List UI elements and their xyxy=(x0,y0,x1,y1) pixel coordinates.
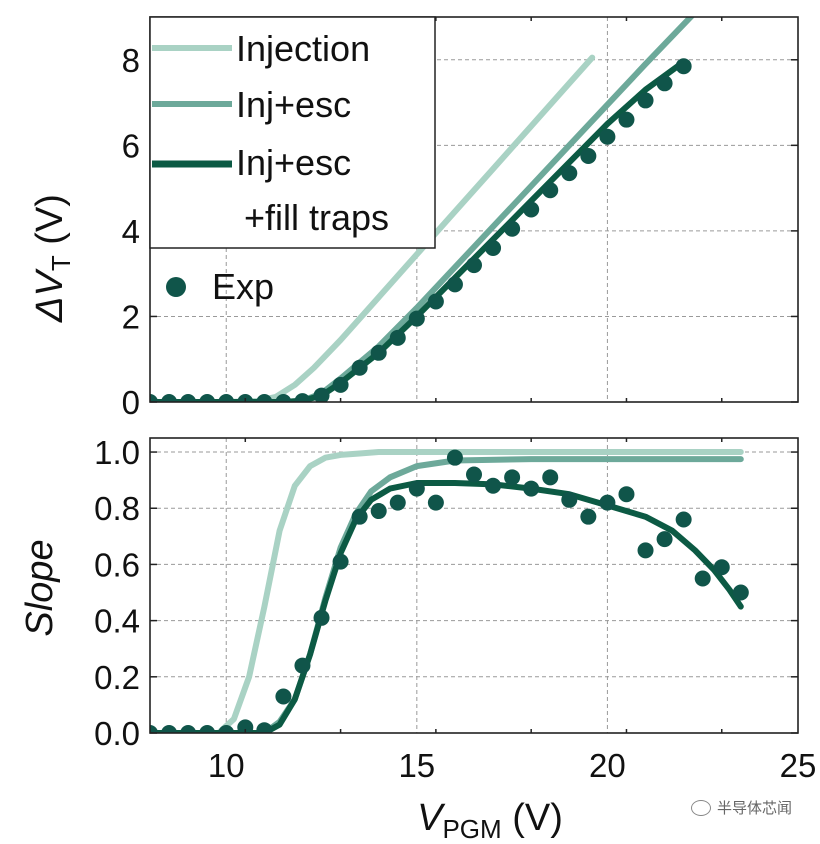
top-exp-point xyxy=(675,58,692,75)
bottom-series-line-2 xyxy=(150,456,744,733)
bottom-exp-point xyxy=(504,469,521,486)
top-exp-point xyxy=(580,148,597,165)
top-exp-point xyxy=(408,310,425,327)
legend-label-fill-traps-line2: +fill traps xyxy=(244,197,389,238)
bottom-exp-point xyxy=(713,559,730,576)
bottom-exp-point xyxy=(370,503,387,520)
bottom-exp-point xyxy=(389,494,406,511)
top-exp-point xyxy=(351,359,368,376)
bottom-y-tick-label: 0.8 xyxy=(94,490,140,527)
top-exp-point xyxy=(256,394,273,402)
bottom-exp-point xyxy=(332,553,349,570)
bottom-series-line-1 xyxy=(150,449,744,733)
watermark: 半导体芯闻 xyxy=(690,797,792,818)
bottom-exp-point xyxy=(485,477,502,494)
top-exp-point xyxy=(656,75,673,92)
bottom-exp-point xyxy=(694,570,711,587)
bottom-exp-point xyxy=(637,542,654,559)
top-exp-point xyxy=(504,220,521,237)
bottom-panel: 0.0 0.2 0.4 0.6 0.8 1.0 10 15 20 25 xyxy=(94,434,816,784)
legend-label-inj-esc: Inj+esc xyxy=(236,84,351,125)
top-y-tick-label: 4 xyxy=(122,213,140,250)
bottom-y-tick-label: 0.2 xyxy=(94,659,140,696)
top-exp-point xyxy=(599,128,616,145)
legend-marker-exp xyxy=(166,277,186,297)
top-exp-point xyxy=(370,344,387,361)
bottom-exp-point xyxy=(446,449,463,466)
bottom-plot-frame xyxy=(149,437,799,734)
top-exp-point xyxy=(275,394,292,402)
top-exp-point xyxy=(294,393,311,402)
bottom-x-tick-label: 25 xyxy=(780,747,817,784)
bottom-exp-point xyxy=(408,480,425,497)
bottom-exp-point xyxy=(313,609,330,626)
top-exp-point xyxy=(618,111,635,128)
bottom-series-line-3 xyxy=(150,480,744,733)
top-exp-point xyxy=(542,182,559,199)
top-plot-area xyxy=(150,17,695,402)
bottom-exp-point xyxy=(427,494,444,511)
legend-label-exp: Exp xyxy=(212,266,274,307)
top-exp-point xyxy=(150,394,158,402)
x-axis-title: VPGM (V) xyxy=(417,797,563,844)
wechat-icon xyxy=(690,799,711,816)
bottom-exp-point xyxy=(180,725,197,733)
bottom-exp-point xyxy=(237,719,254,733)
bottom-exp-point xyxy=(351,508,368,525)
watermark-text: 半导体芯闻 xyxy=(716,799,792,817)
bottom-exp-point xyxy=(218,725,235,733)
bottom-exp-point xyxy=(199,725,216,733)
top-exp-point xyxy=(427,293,444,310)
legend-label-injection: Injection xyxy=(236,28,370,69)
top-exp-point xyxy=(446,276,463,293)
bottom-x-tick-label: 10 xyxy=(208,747,245,784)
bottom-exp-point xyxy=(561,491,578,508)
top-exp-point xyxy=(313,387,330,402)
top-exp-point xyxy=(637,92,654,109)
bottom-y-axis-title: Slope xyxy=(19,539,61,636)
top-y-tick-label: 6 xyxy=(122,127,140,164)
top-y-tick-label: 0 xyxy=(122,384,140,421)
legend-box xyxy=(149,16,436,249)
bottom-exp-point xyxy=(599,494,616,511)
top-y-tick-label: 8 xyxy=(122,42,140,79)
bottom-y-tick-label: 0.0 xyxy=(94,715,140,752)
bottom-x-tick-label: 20 xyxy=(589,747,626,784)
top-exp-point xyxy=(332,376,349,393)
top-exp-point xyxy=(218,394,235,402)
bottom-exp-point xyxy=(542,469,559,486)
bottom-exp-point xyxy=(675,511,692,528)
top-exp-point xyxy=(485,240,502,256)
bottom-exp-point xyxy=(256,722,273,733)
bottom-exp-point xyxy=(161,725,178,733)
bottom-exp-point xyxy=(523,480,540,497)
bottom-y-tick-label: 0.6 xyxy=(94,546,140,583)
bottom-exp-point xyxy=(580,508,597,525)
bottom-exp-point xyxy=(466,466,482,483)
bottom-y-tick-label: 1.0 xyxy=(94,434,140,471)
bottom-exp-point xyxy=(150,725,158,733)
bottom-exp-point xyxy=(732,584,749,601)
top-exp-point xyxy=(199,394,216,402)
top-exp-point xyxy=(180,394,197,402)
bottom-y-tick-label: 0.4 xyxy=(94,603,140,640)
top-y-axis-title: ΔVT (V) xyxy=(29,194,76,323)
top-exp-point xyxy=(389,329,406,346)
top-exp-point xyxy=(466,257,482,274)
top-exp-point xyxy=(161,394,178,402)
bottom-x-tick-label: 15 xyxy=(398,747,435,784)
legend-label-fill-traps-line1: Inj+esc xyxy=(236,142,351,183)
bottom-exp-point xyxy=(294,657,311,674)
bottom-exp-point xyxy=(618,486,635,503)
bottom-exp-point xyxy=(656,531,673,548)
top-exp-point xyxy=(561,165,578,182)
bottom-exp-point xyxy=(275,688,292,705)
bottom-plot-area xyxy=(150,449,749,733)
top-exp-point xyxy=(523,201,540,218)
legend: Injection Inj+esc Inj+esc +fill traps Ex… xyxy=(149,16,436,307)
top-y-tick-label: 2 xyxy=(122,298,140,335)
